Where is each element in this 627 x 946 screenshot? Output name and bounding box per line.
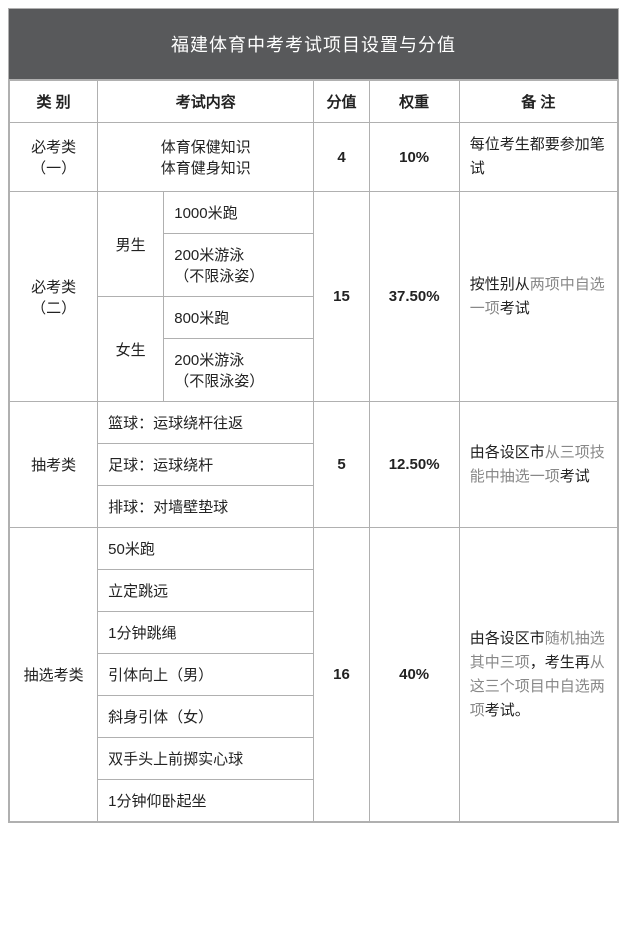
r1-c2: 体育健身知识 [161, 160, 251, 177]
r4-i1: 50米跑 [98, 528, 314, 570]
row-required-1: 必考类 （一） 体育保健知识 体育健身知识 4 10% 每位考生都要参加笔试 [10, 123, 618, 192]
content-r1: 体育保健知识 体育健身知识 [98, 123, 314, 192]
r4-i5: 斜身引体（女） [98, 696, 314, 738]
table-container: 福建体育中考考试项目设置与分值 类 别 考试内容 分值 权重 备 注 必考类 （… [8, 8, 619, 823]
hdr-category: 类 别 [10, 81, 98, 123]
r2-f2b: （不限泳姿） [174, 373, 264, 390]
r3-score: 5 [314, 402, 369, 528]
r4-i7: 1分钟仰卧起坐 [98, 780, 314, 822]
r2-rem-c: 考试 [500, 300, 530, 317]
r4-i4: 引体向上（男） [98, 654, 314, 696]
header-row: 类 别 考试内容 分值 权重 备 注 [10, 81, 618, 123]
r2-m2: 200米游泳 （不限泳姿） [164, 234, 314, 297]
cat-required-2: 必考类 （二） [10, 192, 98, 402]
r3-rem-c: 考试 [560, 468, 590, 485]
r2-f2: 200米游泳 （不限泳姿） [164, 339, 314, 402]
r2-f2a: 200米游泳 [174, 352, 244, 369]
r4-weight: 40% [369, 528, 459, 822]
cat-r2-b: （二） [31, 300, 76, 317]
r4-i6: 双手头上前掷实心球 [98, 738, 314, 780]
hdr-remark: 备 注 [459, 81, 617, 123]
row-draw-a: 抽考类 篮球：运球绕杆往返 5 12.50% 由各设区市从三项技能中抽选一项考试 [10, 402, 618, 444]
r1-score: 4 [314, 123, 369, 192]
r2-female: 女生 [98, 297, 164, 402]
r3-i3: 排球：对墙壁垫球 [98, 486, 314, 528]
r2-male: 男生 [98, 192, 164, 297]
r2-weight: 37.50% [369, 192, 459, 402]
cat-required-1: 必考类 （一） [10, 123, 98, 192]
r4-rem-c: ，考生再 [530, 654, 590, 671]
cat-r1-a: 必考类 [31, 139, 76, 156]
r2-rem-a: 按性别从 [470, 276, 530, 293]
r1-weight: 10% [369, 123, 459, 192]
hdr-score: 分值 [314, 81, 369, 123]
exam-table: 类 别 考试内容 分值 权重 备 注 必考类 （一） 体育保健知识 体育健身知识… [9, 80, 618, 822]
r4-rem-a: 由各设区市 [470, 630, 545, 647]
r2-m2a: 200米游泳 [174, 247, 244, 264]
r3-remark: 由各设区市从三项技能中抽选一项考试 [459, 402, 617, 528]
r4-i3: 1分钟跳绳 [98, 612, 314, 654]
row-select-a: 抽选考类 50米跑 16 40% 由各设区市随机抽选其中三项，考生再从这三个项目… [10, 528, 618, 570]
r1-remark: 每位考生都要参加笔试 [459, 123, 617, 192]
r2-f1: 800米跑 [164, 297, 314, 339]
table-title: 福建体育中考考试项目设置与分值 [9, 9, 618, 80]
cat-r2-a: 必考类 [31, 279, 76, 296]
r3-i2: 足球：运球绕杆 [98, 444, 314, 486]
r3-i1: 篮球：运球绕杆往返 [98, 402, 314, 444]
r1-c1: 体育保健知识 [161, 139, 251, 156]
hdr-content: 考试内容 [98, 81, 314, 123]
r4-i2: 立定跳远 [98, 570, 314, 612]
row-required-2a: 必考类 （二） 男生 1000米跑 15 37.50% 按性别从两项中自选一项考… [10, 192, 618, 234]
hdr-weight: 权重 [369, 81, 459, 123]
r2-remark: 按性别从两项中自选一项考试 [459, 192, 617, 402]
cat-select: 抽选考类 [10, 528, 98, 822]
r4-remark: 由各设区市随机抽选其中三项，考生再从这三个项目中自选两项考试。 [459, 528, 617, 822]
r2-m1: 1000米跑 [164, 192, 314, 234]
r4-score: 16 [314, 528, 369, 822]
cat-r1-b: （一） [31, 160, 76, 177]
r2-score: 15 [314, 192, 369, 402]
r3-rem-a: 由各设区市 [470, 444, 545, 461]
r4-rem-e: 考试。 [485, 702, 530, 719]
r3-weight: 12.50% [369, 402, 459, 528]
r2-m2b: （不限泳姿） [174, 268, 264, 285]
cat-draw: 抽考类 [10, 402, 98, 528]
